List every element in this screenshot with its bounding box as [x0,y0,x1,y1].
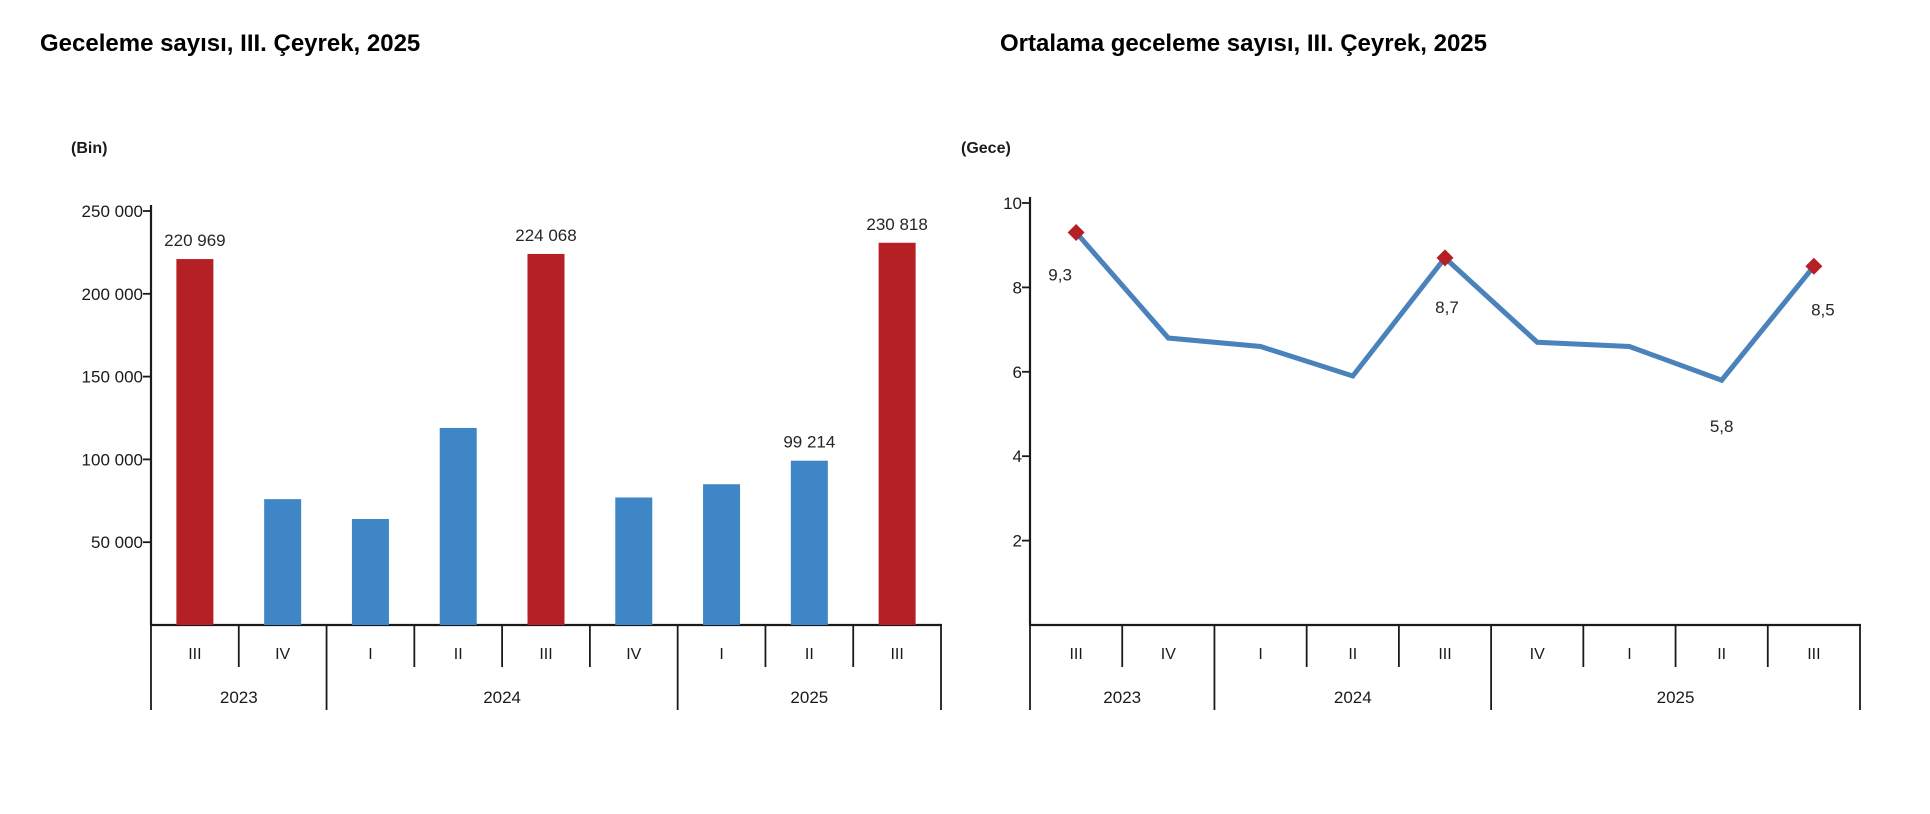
quarter-label: I [719,646,723,663]
quarter-label: III [1807,646,1820,663]
quarter-label: III [1069,646,1082,663]
year-label: 2025 [790,688,828,707]
y-tick-label: 10 [1003,194,1022,213]
bar-2023-III [176,259,214,625]
bar-2024-IV [615,497,653,625]
year-label: 2024 [1334,688,1372,707]
y-tick-label: 250 000 [82,202,143,221]
quarter-label: I [368,646,372,663]
point-value-label-2025-III: 8,5 [1811,300,1835,319]
quarter-label: IV [626,646,641,663]
bar-2025-II [790,460,828,625]
diamond-marker-2024-III [1436,249,1454,267]
y-tick-label: 2 [1013,532,1022,551]
y-tick-label: 150 000 [82,368,143,387]
quarter-label: I [1258,646,1262,663]
bar-2024-III [527,253,565,625]
quarter-label: II [1348,646,1357,663]
quarter-label: III [539,646,552,663]
quarter-label: IV [1530,646,1545,663]
quarter-label: IV [1161,646,1176,663]
quarter-label: III [890,646,903,663]
line-chart-unit-label: (Gece) [961,140,1011,157]
y-tick-label: 200 000 [82,285,143,304]
diamond-marker-2023-III [1067,224,1085,242]
bar-2025-III [878,242,916,626]
point-value-label-2023-III: 9,3 [1048,266,1072,285]
bar-value-label-2024-III: 224 068 [515,226,576,245]
bar-value-label-2023-III: 220 969 [164,231,225,250]
bar-2024-I [351,519,389,625]
y-tick-label: 6 [1013,363,1022,382]
point-value-label-2025-II: 5,8 [1710,417,1734,436]
quarter-label: II [1717,646,1726,663]
quarter-label: II [805,646,814,663]
y-tick-label: 50 000 [91,533,143,552]
quarter-label: III [1438,646,1451,663]
year-label: 2023 [1103,688,1141,707]
bar-2025-I [703,484,741,625]
bar-2023-IV [264,499,302,625]
bar-value-label-2025-III: 230 818 [866,215,927,234]
bar-2024-II [439,427,477,625]
y-tick-label: 100 000 [82,450,143,469]
diamond-marker-2025-III [1805,257,1823,275]
quarter-label: III [188,646,201,663]
bar-value-label-2025-II: 99 214 [783,433,835,452]
year-label: 2024 [483,688,521,707]
point-value-label-2024-III: 8,7 [1435,298,1459,317]
y-tick-label: 8 [1013,278,1022,297]
year-label: 2023 [220,688,258,707]
quarter-label: II [454,646,463,663]
line-chart-title: Ortalama geceleme sayısı, III. Çeyrek, 2… [1000,30,1487,57]
quarter-label: IV [275,646,290,663]
bar-chart-title: Geceleme sayısı, III. Çeyrek, 2025 [40,30,421,57]
y-tick-label: 4 [1013,447,1022,466]
quarter-label: I [1627,646,1631,663]
year-label: 2025 [1657,688,1695,707]
bar-chart-unit-label: (Bin) [71,140,108,157]
